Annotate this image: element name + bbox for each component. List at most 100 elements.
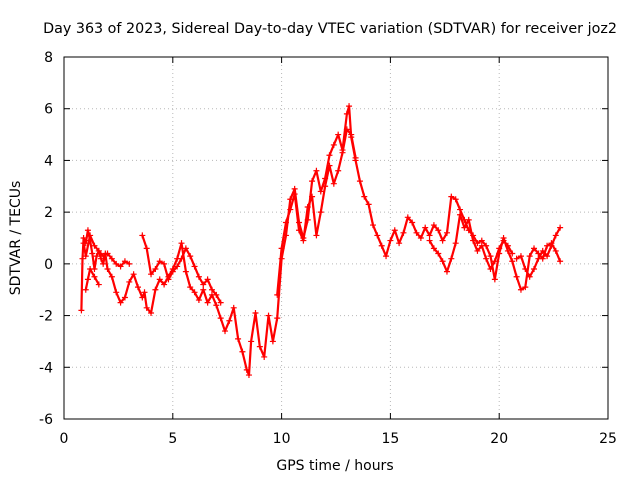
data-point-marker: [169, 268, 176, 275]
data-point-marker: [139, 232, 146, 239]
y-tick-label: 6: [44, 102, 53, 118]
data-point-marker: [330, 141, 337, 148]
data-point-marker: [448, 255, 455, 262]
data-point-marker: [217, 315, 224, 322]
series-layer: [78, 103, 564, 379]
data-series: [80, 232, 133, 270]
data-point-marker: [113, 260, 120, 267]
data-point-marker: [478, 242, 485, 249]
data-point-marker: [178, 240, 185, 247]
data-point-marker: [352, 154, 359, 161]
data-point-marker: [78, 307, 85, 314]
data-point-marker: [369, 222, 376, 229]
data-point-marker: [478, 237, 485, 244]
data-point-marker: [526, 273, 533, 280]
data-point-marker: [274, 291, 281, 298]
data-point-marker: [156, 258, 163, 265]
data-point-marker: [108, 273, 115, 280]
data-point-marker: [335, 131, 342, 138]
data-point-marker: [93, 253, 100, 260]
data-point-marker: [265, 312, 272, 319]
data-point-marker: [126, 278, 133, 285]
data-point-marker: [239, 348, 246, 355]
data-point-marker: [435, 250, 442, 257]
data-point-marker: [117, 263, 124, 270]
x-tick-label: 10: [273, 431, 291, 447]
data-point-marker: [187, 284, 194, 291]
data-point-marker: [378, 242, 385, 249]
data-point-marker: [84, 227, 91, 234]
data-point-marker: [104, 250, 111, 257]
data-point-marker: [513, 273, 520, 280]
data-point-marker: [383, 253, 390, 260]
data-series: [426, 211, 516, 275]
data-point-marker: [557, 258, 564, 265]
data-point-marker: [100, 260, 107, 267]
data-point-marker: [326, 152, 333, 159]
data-point-marker: [91, 242, 98, 249]
data-point-marker: [291, 191, 298, 198]
data-point-marker: [108, 255, 115, 262]
data-point-marker: [121, 258, 128, 265]
data-point-marker: [457, 211, 464, 218]
data-point-marker: [91, 273, 98, 280]
data-point-marker: [443, 268, 450, 275]
data-point-marker: [487, 253, 494, 260]
data-point-marker: [248, 338, 255, 345]
data-series: [513, 224, 564, 280]
data-point-marker: [522, 266, 529, 273]
data-point-marker: [148, 309, 155, 316]
data-point-marker: [261, 353, 268, 360]
data-point-marker: [222, 328, 229, 335]
grid-lines: [64, 57, 608, 419]
y-tick-label: -2: [39, 309, 53, 325]
data-point-marker: [269, 338, 276, 345]
data-point-marker: [141, 289, 148, 296]
y-tick-label: 0: [44, 257, 53, 273]
data-point-marker: [87, 232, 94, 239]
x-tick-label: 5: [168, 431, 177, 447]
data-point-marker: [465, 216, 472, 223]
data-point-marker: [361, 193, 368, 200]
data-point-marker: [335, 167, 342, 174]
data-point-marker: [152, 266, 159, 273]
data-point-marker: [245, 372, 252, 379]
data-point-marker: [178, 255, 185, 262]
data-point-marker: [204, 299, 211, 306]
data-point-marker: [287, 206, 294, 213]
data-point-marker: [156, 276, 163, 283]
data-point-marker: [439, 237, 446, 244]
data-point-marker: [204, 276, 211, 283]
data-point-marker: [148, 271, 155, 278]
data-point-marker: [165, 276, 172, 283]
y-tick-label: -4: [39, 360, 53, 376]
data-point-marker: [400, 229, 407, 236]
data-point-marker: [80, 235, 87, 241]
data-point-marker: [200, 281, 207, 288]
data-point-marker: [517, 286, 524, 293]
data-point-marker: [84, 276, 91, 283]
data-point-marker: [235, 335, 242, 342]
y-tick-label: 8: [44, 50, 53, 66]
y-tick-label: 4: [44, 153, 53, 169]
data-point-marker: [470, 237, 477, 244]
data-point-marker: [461, 224, 468, 231]
data-point-marker: [278, 245, 285, 252]
data-point-marker: [343, 110, 350, 117]
data-point-marker: [483, 255, 490, 262]
data-point-marker: [413, 229, 420, 236]
data-point-marker: [509, 258, 516, 265]
data-point-marker: [474, 247, 481, 254]
data-point-marker: [509, 250, 516, 257]
data-point-marker: [95, 281, 102, 288]
data-point-marker: [522, 284, 529, 291]
data-point-marker: [82, 286, 89, 293]
data-point-marker: [391, 227, 398, 234]
data-point-marker: [134, 284, 141, 291]
data-point-marker: [274, 315, 281, 322]
data-point-marker: [161, 260, 168, 267]
data-point-marker: [500, 237, 507, 244]
data-point-marker: [430, 245, 437, 252]
data-point-marker: [161, 281, 168, 288]
